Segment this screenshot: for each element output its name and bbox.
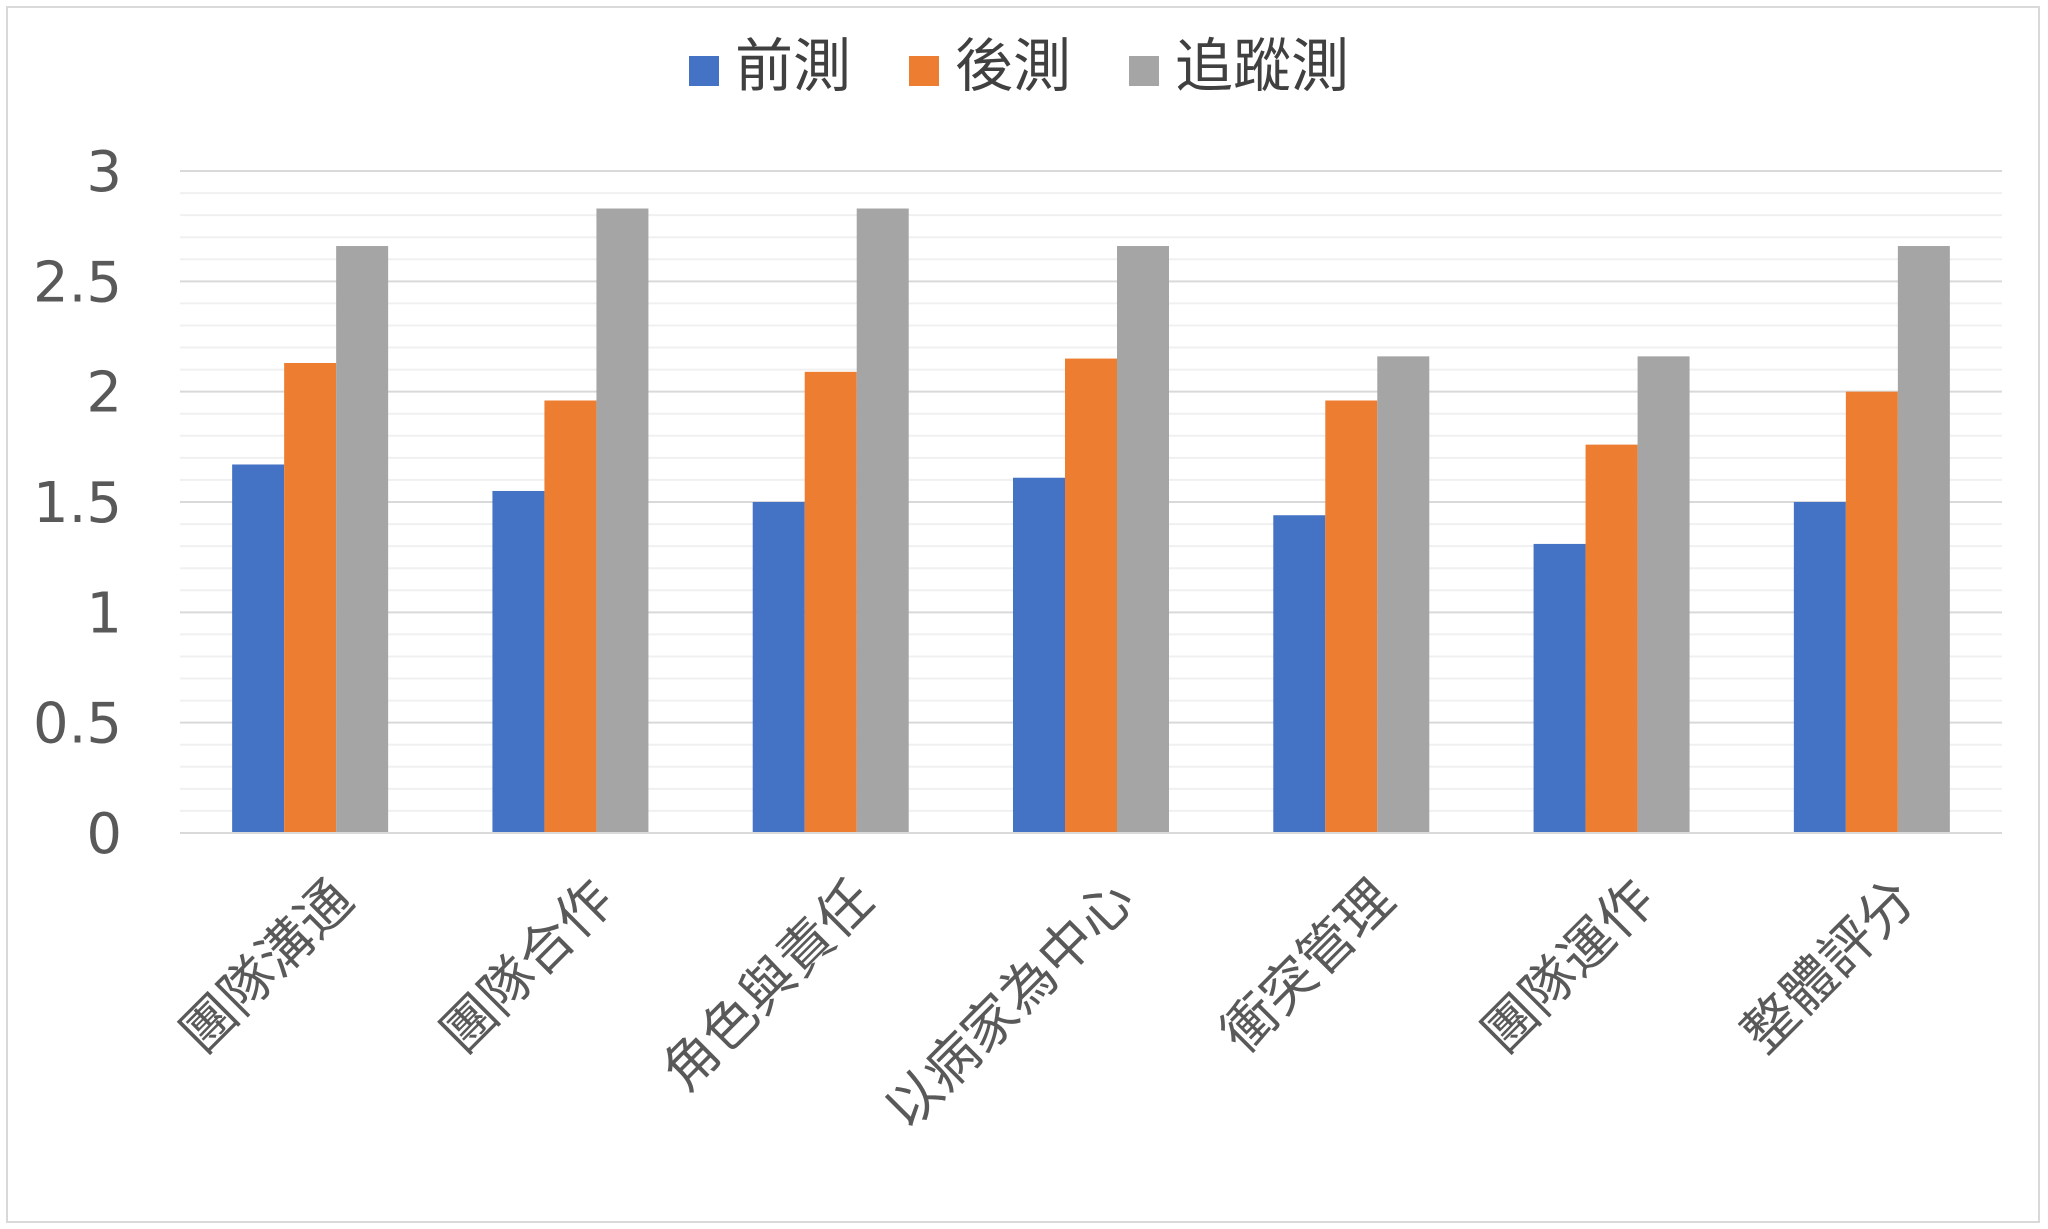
bar-2-5 (1325, 400, 1378, 833)
bar-2-7 (1845, 391, 1898, 833)
bar-1-3 (752, 502, 805, 833)
y-tick-label: 0 (86, 802, 122, 867)
x-tick-label: 團隊溝通 (168, 868, 365, 1065)
bar-2-4 (1065, 358, 1117, 833)
y-tick-label: 3 (86, 140, 122, 205)
x-tick-label: 整體評分 (1730, 868, 1927, 1065)
bar-3-4 (1117, 246, 1169, 833)
y-tick-label: 2 (86, 361, 122, 426)
x-tick-label: 衝突管理 (1209, 868, 1406, 1065)
bar-1-1 (232, 464, 285, 833)
bar-1-5 (1273, 515, 1326, 833)
y-tick-label: 1 (86, 581, 122, 646)
bar-3-5 (1377, 356, 1430, 833)
bar-1-4 (1013, 477, 1065, 833)
bars (180, 208, 2002, 834)
legend: 前測 後測 追蹤測 (689, 32, 1349, 100)
bar-1-7 (1793, 502, 1846, 833)
bar-1-2 (492, 490, 545, 833)
legend-swatch (1129, 56, 1159, 86)
legend-label: 後測 (955, 32, 1071, 100)
x-tick-label: 角色與責任 (650, 868, 885, 1103)
y-axis: 0 0.5 1 1.5 2 2.5 3 (33, 140, 122, 867)
legend-label: 前測 (735, 32, 851, 100)
legend-swatch (689, 56, 719, 86)
bar-3-3 (856, 208, 909, 834)
bar-2-1 (284, 362, 337, 833)
bar-1-6 (1533, 543, 1586, 833)
bar-2-6 (1585, 444, 1638, 833)
bar-2-2 (544, 400, 597, 833)
y-tick-label: 1.5 (33, 471, 122, 536)
y-tick-label: 2.5 (33, 250, 122, 315)
bar-3-2 (596, 208, 649, 834)
x-tick-label: 團隊運作 (1469, 868, 1666, 1065)
legend-swatch (909, 56, 939, 86)
x-tick-label: 以病家為中心 (873, 868, 1147, 1142)
bar-3-7 (1897, 246, 1950, 833)
x-tick-label: 團隊合作 (428, 868, 625, 1065)
bar-3-1 (336, 246, 389, 833)
legend-label: 追蹤測 (1175, 32, 1349, 100)
y-tick-label: 0.5 (33, 692, 122, 757)
bar-3-6 (1637, 356, 1690, 833)
bar-2-3 (804, 371, 857, 833)
